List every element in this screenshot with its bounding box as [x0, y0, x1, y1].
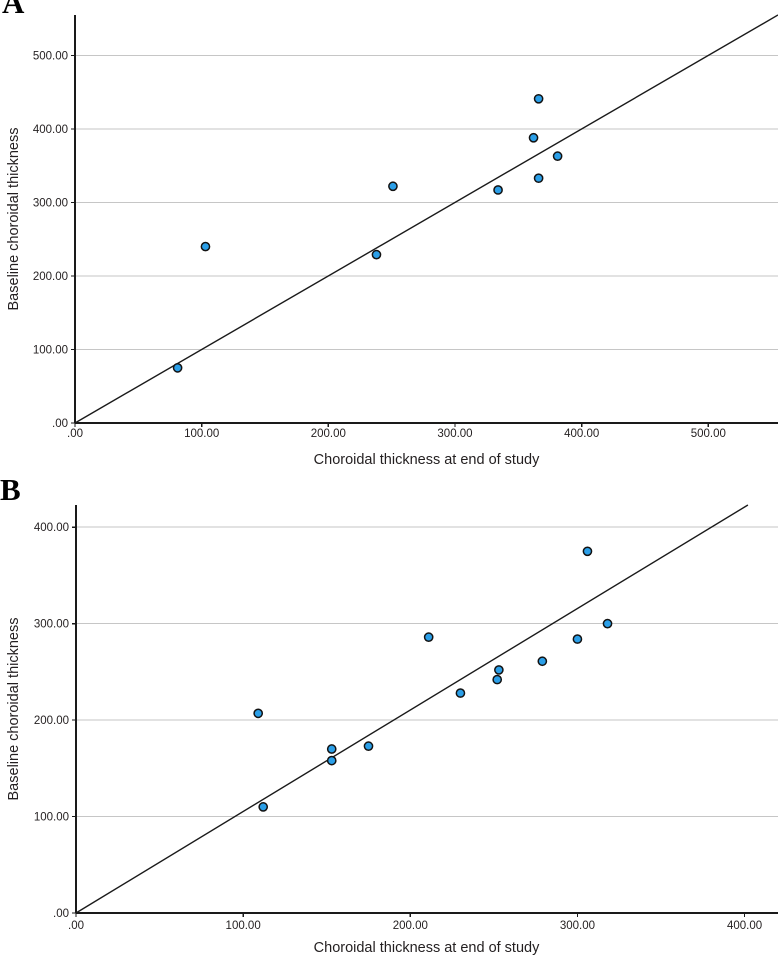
data-point: [552, 151, 563, 161]
y-tick-label: 100.00: [34, 812, 69, 824]
data-point: [572, 634, 583, 644]
panel-b: B Baseline choroidal thickness .00 100.00…: [0, 474, 778, 960]
data-point: [602, 618, 613, 629]
data-point: [200, 241, 211, 252]
scatter-plot-a: .00 100.00 200.00 300.00 400.00 500.00 .00 100.…: [33, 14, 778, 440]
y-tick-label: 500.00: [33, 50, 68, 62]
x-tick-label: 200.00: [311, 428, 346, 440]
y-tick-label: .00: [52, 418, 68, 430]
x-tick-label: 200.00: [393, 920, 428, 932]
x-axis-title-a: Choroidal thickness at end of study: [313, 452, 540, 468]
y-tick-label: 200.00: [33, 271, 68, 283]
data-point: [493, 185, 503, 195]
data-point: [326, 755, 337, 766]
x-tick-label: .00: [67, 428, 83, 440]
data-point: [172, 363, 183, 373]
x-tick-label: 500.00: [691, 428, 726, 440]
data-point: [371, 249, 382, 260]
panel-label-a: A: [2, 0, 25, 20]
data-point: [253, 708, 264, 719]
panel-label-b: B: [0, 472, 21, 507]
data-point: [533, 93, 544, 104]
data-point: [494, 665, 504, 675]
data-point: [533, 173, 544, 184]
data-point: [423, 632, 434, 642]
data-point: [388, 181, 398, 192]
data-point: [363, 741, 374, 751]
scatter-plot-b: .00 100.00 200.00 300.00 400.00 .00 100.00 200.…: [34, 504, 778, 932]
reference-line: [75, 504, 749, 914]
data-point: [537, 656, 548, 667]
y-tick-label: 200.00: [34, 715, 69, 727]
data-point: [582, 546, 593, 557]
x-tick-label: 400.00: [564, 428, 599, 440]
panel-a: A Baseline choroidal thickness .00 100.00…: [2, 0, 778, 468]
reference-line: [74, 14, 778, 424]
data-point: [492, 674, 503, 685]
x-tick-label: 300.00: [437, 428, 472, 440]
y-tick-label: 400.00: [34, 522, 69, 534]
y-tick-label: 300.00: [34, 619, 69, 631]
y-tick-label: 400.00: [33, 124, 68, 136]
x-tick-label: 100.00: [184, 428, 219, 440]
data-point: [455, 688, 466, 698]
data-point: [258, 802, 269, 812]
x-tick-label: 100.00: [226, 920, 261, 932]
x-tick-label: 300.00: [560, 920, 595, 932]
data-point: [528, 132, 539, 143]
y-tick-label: .00: [53, 908, 69, 920]
x-axis-title-b: Choroidal thickness at end of study: [313, 940, 540, 956]
data-point: [326, 744, 337, 754]
x-tick-label: .00: [68, 920, 84, 932]
y-tick-label: 100.00: [33, 344, 68, 356]
y-tick-label: 300.00: [33, 197, 68, 209]
x-tick-label: 400.00: [727, 920, 762, 932]
